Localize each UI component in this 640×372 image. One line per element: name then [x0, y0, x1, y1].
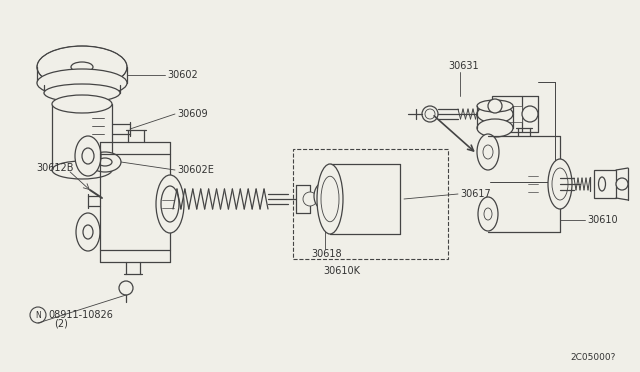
Ellipse shape: [52, 95, 112, 113]
Ellipse shape: [500, 106, 508, 122]
Ellipse shape: [425, 109, 435, 119]
Ellipse shape: [477, 134, 499, 170]
Ellipse shape: [37, 46, 127, 88]
Ellipse shape: [303, 192, 317, 206]
Ellipse shape: [98, 158, 112, 166]
Ellipse shape: [314, 182, 336, 210]
Text: 30610K: 30610K: [323, 266, 360, 276]
Ellipse shape: [37, 69, 127, 97]
Bar: [293, 149, 448, 259]
Circle shape: [30, 307, 46, 323]
Text: 30602E: 30602E: [177, 165, 214, 175]
Ellipse shape: [161, 186, 179, 222]
Text: 30617: 30617: [460, 189, 491, 199]
Ellipse shape: [477, 119, 513, 137]
Circle shape: [488, 99, 502, 113]
Circle shape: [119, 281, 133, 295]
Ellipse shape: [598, 177, 605, 191]
Text: 30602: 30602: [167, 70, 198, 80]
Text: 30631: 30631: [448, 61, 479, 71]
Ellipse shape: [44, 84, 120, 102]
Ellipse shape: [75, 136, 101, 176]
Ellipse shape: [548, 159, 572, 209]
Text: 30612B: 30612B: [36, 163, 74, 173]
Text: (2): (2): [54, 319, 68, 329]
Ellipse shape: [156, 175, 184, 233]
Text: 08911-10826: 08911-10826: [48, 310, 113, 320]
Bar: [492, 106, 522, 122]
Ellipse shape: [317, 164, 343, 234]
Text: 30609: 30609: [177, 109, 207, 119]
Ellipse shape: [477, 100, 513, 112]
Text: 30610: 30610: [587, 215, 618, 225]
Ellipse shape: [483, 145, 493, 159]
Bar: [492, 96, 522, 132]
Ellipse shape: [318, 184, 332, 200]
Ellipse shape: [477, 105, 513, 123]
Ellipse shape: [478, 197, 498, 231]
Bar: [594, 170, 616, 198]
Ellipse shape: [76, 213, 100, 251]
Ellipse shape: [89, 152, 121, 172]
Text: N: N: [35, 311, 41, 320]
Ellipse shape: [422, 106, 438, 122]
Ellipse shape: [321, 176, 339, 222]
Text: 30618: 30618: [311, 249, 342, 259]
Ellipse shape: [83, 225, 93, 239]
Circle shape: [616, 178, 628, 190]
Text: 2C05000?: 2C05000?: [570, 353, 616, 362]
Ellipse shape: [71, 62, 93, 72]
Ellipse shape: [552, 168, 568, 200]
Ellipse shape: [52, 161, 112, 179]
Circle shape: [522, 106, 538, 122]
Ellipse shape: [82, 148, 94, 164]
Ellipse shape: [484, 208, 492, 220]
